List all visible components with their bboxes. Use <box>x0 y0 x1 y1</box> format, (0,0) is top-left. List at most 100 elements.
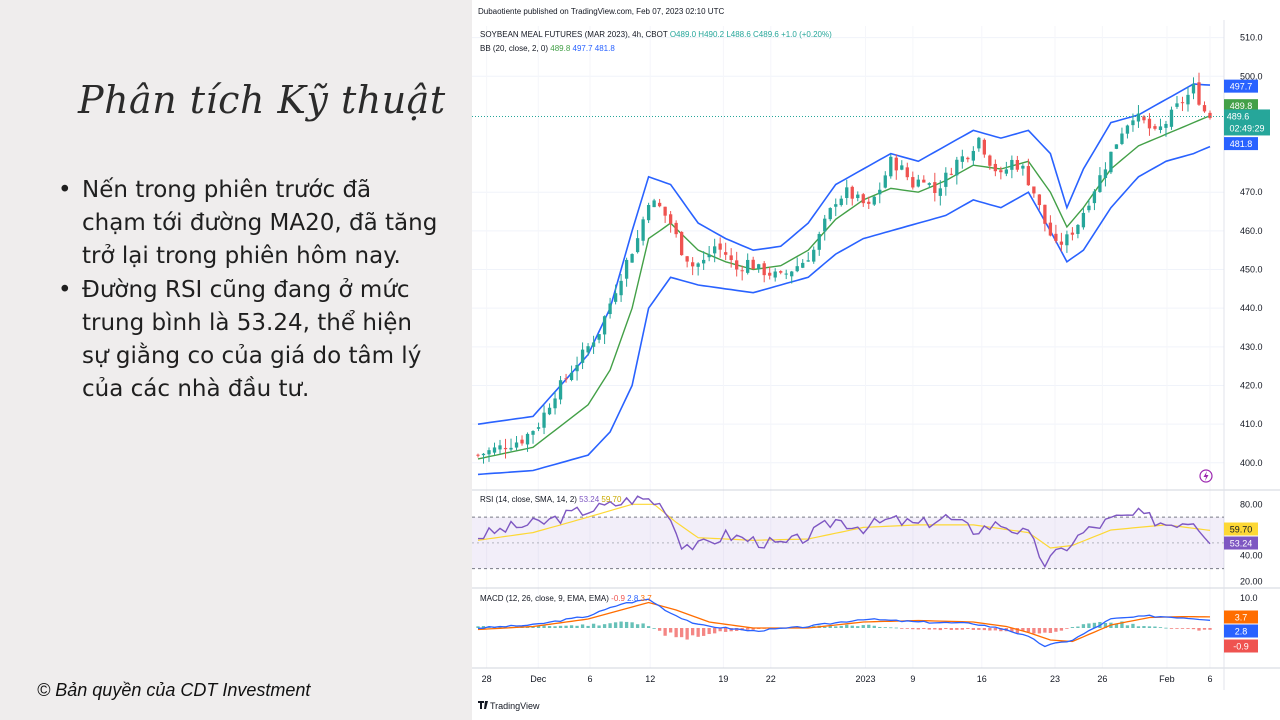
candle-body <box>922 179 926 183</box>
time-tick-label: 16 <box>977 674 987 684</box>
candle-body <box>988 155 992 166</box>
badge-rsi: 53.24 <box>1230 539 1253 549</box>
candle-body <box>1087 205 1091 211</box>
candle-body <box>933 182 937 194</box>
rsi-label: RSI (14, close, SMA, 14, 2) <box>480 495 579 504</box>
price-tick-label: 460.0 <box>1240 226 1263 236</box>
tradingview-chart-panel[interactable]: 497.7 489.8 489.6 02:49:29 481.8 59.70 53.24 … <box>472 0 1280 720</box>
time-tick-label: 19 <box>718 674 728 684</box>
bb-lower-band <box>477 145 1211 476</box>
grid-lines <box>472 26 1224 668</box>
candle-body <box>757 264 761 270</box>
candle-body <box>740 270 744 272</box>
macd-histogram-bar <box>1043 628 1047 633</box>
slide-title: Phân tích Kỹ thuật <box>78 78 446 122</box>
macd-histogram-bar <box>1076 626 1080 628</box>
slide-text-panel: Phân tích Kỹ thuật • Nến trong phiên trư… <box>0 0 472 720</box>
macd-histogram-bar <box>1032 628 1036 634</box>
candle-body <box>492 447 497 453</box>
candle-body <box>861 194 865 204</box>
macd-histogram-bar <box>1081 624 1086 628</box>
badge-macd-hist: -0.9 <box>1233 642 1249 652</box>
macd-histogram-bar <box>1153 626 1157 628</box>
macd-histogram-bar <box>999 628 1003 632</box>
candle-body <box>872 196 876 205</box>
ohlc-low: L488.6 <box>726 30 753 39</box>
candle-body <box>1059 241 1064 245</box>
candle-body <box>553 398 557 409</box>
macd-histogram-bar <box>702 628 706 636</box>
ohlc-close: C489.6 <box>753 30 781 39</box>
macd-histogram-bar <box>1021 628 1025 631</box>
candle-body <box>1164 123 1168 128</box>
macd-histogram-bar <box>861 625 865 628</box>
candle-body <box>641 219 645 241</box>
candle-body <box>900 165 904 170</box>
candle-body <box>1208 112 1212 119</box>
candle-body <box>1136 113 1141 122</box>
time-tick-label: 9 <box>910 674 915 684</box>
candle-body <box>1142 116 1146 121</box>
time-tick-label: 2023 <box>856 674 876 684</box>
macd-histogram-bar <box>1059 628 1064 631</box>
rsi-tick-label: 40.00 <box>1240 551 1263 561</box>
rsi-tick-label: 20.00 <box>1240 576 1263 586</box>
bb-upper-band <box>477 83 1211 425</box>
candle-body <box>498 445 502 450</box>
macd-histogram-bar <box>613 622 618 628</box>
candle-body <box>1098 175 1102 192</box>
candle-body <box>608 303 612 315</box>
candle-body <box>696 263 700 267</box>
macd-histogram-bar <box>883 627 887 629</box>
macd-histogram-bar <box>652 628 656 629</box>
macd-histogram-bar <box>668 628 673 633</box>
candle-body <box>878 189 882 195</box>
macd-hist-value: -0.9 <box>611 594 627 603</box>
badge-rsi-bg <box>1224 536 1258 550</box>
candle-body <box>746 259 750 273</box>
price-tick-label: 470.0 <box>1240 187 1263 197</box>
pane-separators <box>472 20 1280 690</box>
candle-body <box>657 202 662 207</box>
candle-body <box>1147 118 1152 129</box>
candle-body <box>823 218 827 232</box>
badge-bb-basis-bg <box>1224 99 1258 113</box>
candle-body <box>1103 169 1108 179</box>
badge-macd-signal-bg <box>1224 610 1258 624</box>
candle-body <box>817 233 821 250</box>
candle-body <box>1054 233 1058 241</box>
badge-macd: 2.8 <box>1235 627 1248 637</box>
candle-body <box>1048 222 1053 236</box>
macd-histogram-bar <box>955 628 959 630</box>
badge-bb-lower: 481.8 <box>1230 139 1253 149</box>
rsi-sma-line <box>477 503 1211 549</box>
candle-body <box>966 157 970 160</box>
rsi-value: 53.24 <box>579 495 601 504</box>
macd-histogram-bar <box>685 628 689 640</box>
candle-body <box>591 342 596 347</box>
price-tick-label: 420.0 <box>1240 380 1263 390</box>
candle-body <box>1026 166 1031 186</box>
candle-body <box>1070 232 1075 235</box>
candle-body <box>531 431 535 435</box>
macd-histogram-bar <box>1114 623 1119 628</box>
macd-histogram-bar <box>850 625 854 628</box>
macd-histogram-bar <box>724 628 728 632</box>
badge-rsi-sma-bg <box>1224 522 1258 536</box>
candle-body <box>1081 212 1086 228</box>
badge-rsi-sma: 59.70 <box>1230 525 1253 535</box>
candle-body <box>1043 204 1047 224</box>
macd-histogram-bar <box>1202 628 1207 630</box>
candle-body <box>999 170 1003 173</box>
macd-histogram-bar <box>1070 627 1075 628</box>
candle-body <box>955 159 959 176</box>
price-tick-label: 510.0 <box>1240 33 1263 43</box>
macd-signal-line <box>477 601 1211 643</box>
candle-body <box>977 137 981 149</box>
candle-body <box>927 183 931 185</box>
ohlc-high: H490.2 <box>698 30 726 39</box>
time-tick-label: 23 <box>1050 674 1060 684</box>
publisher-line: Dubaotiente published on TradingView.com… <box>478 7 724 16</box>
